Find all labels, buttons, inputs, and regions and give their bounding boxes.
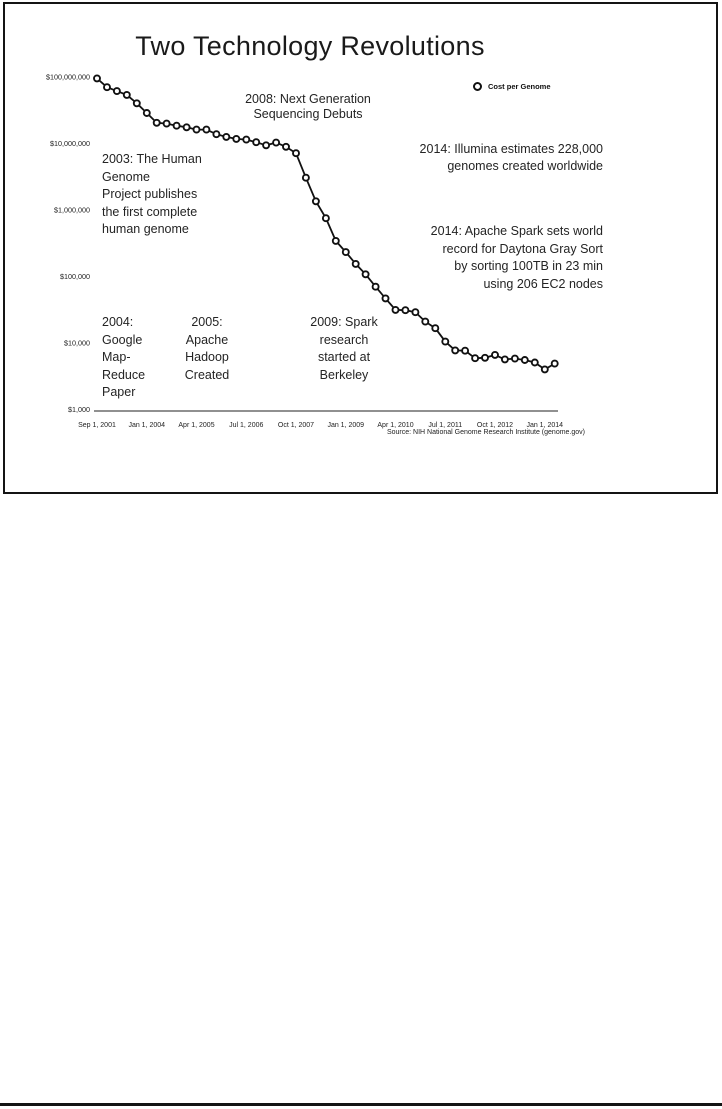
y-tick-label: $1,000,000 <box>54 206 90 215</box>
y-tick-label: $1,000 <box>68 405 90 414</box>
data-point-marker <box>520 356 529 364</box>
x-tick-label: Apr 1, 2010 <box>377 422 413 429</box>
data-point-marker <box>222 132 231 141</box>
x-tick-label: Oct 1, 2012 <box>477 422 513 429</box>
data-point-marker <box>481 353 489 362</box>
y-tick-label: $10,000 <box>64 339 90 348</box>
x-tick-label: Apr 1, 2005 <box>178 422 214 429</box>
y-tick-label: $100,000 <box>60 272 90 281</box>
data-point-marker <box>172 121 181 130</box>
data-point-marker <box>122 90 131 99</box>
data-point-marker <box>401 306 410 315</box>
x-tick-label: Jan 1, 2009 <box>327 422 364 429</box>
data-point-marker <box>282 142 290 151</box>
data-point-marker <box>540 365 549 374</box>
data-point-marker <box>242 135 251 144</box>
data-point-marker <box>391 305 400 314</box>
data-point-marker <box>351 259 360 268</box>
annotation-2008-ngs: 2008: Next Generation Sequencing Debuts <box>245 92 371 121</box>
data-point-marker <box>132 99 141 108</box>
data-point-marker <box>500 355 509 364</box>
annotation-2014-spark-record: 2014: Apache Spark sets world record for… <box>430 224 603 291</box>
genome-cost-plot: $100,000,000 $10,000,000 $1,000,000 $100,00… <box>46 73 563 430</box>
annotation-2009-spark: 2009: Spark research started at Berkeley <box>310 315 378 382</box>
y-tick-label: $100,000,000 <box>46 73 90 82</box>
data-point-marker <box>162 119 171 128</box>
data-point-marker <box>152 118 161 127</box>
data-point-marker <box>202 125 211 134</box>
x-tick-label: Jul 1, 2011 <box>428 422 462 429</box>
data-point-marker <box>491 350 499 359</box>
data-point-marker <box>510 354 519 363</box>
cost-per-genome-marker-icon <box>473 82 482 91</box>
x-tick-label: Jan 1, 2014 <box>526 422 563 429</box>
data-point-marker <box>341 248 350 257</box>
annotation-2004-mapreduce: 2004: Google Map- Reduce Paper <box>102 315 146 399</box>
data-point-marker <box>182 123 191 132</box>
data-point-marker <box>361 270 370 279</box>
data-point-marker <box>232 134 241 143</box>
data-point-marker <box>252 138 261 147</box>
x-tick-label: Sep 1, 2001 <box>78 422 116 429</box>
y-tick-label: $10,000,000 <box>50 139 90 148</box>
data-point-marker <box>530 358 539 367</box>
x-tick-label: Jan 1, 2004 <box>128 422 165 429</box>
data-point-marker <box>262 141 271 150</box>
bottom-rule <box>0 1103 722 1106</box>
source-note: Source: NIH National Genome Research Ins… <box>386 429 585 436</box>
data-point-marker <box>371 282 380 291</box>
data-point-marker <box>381 294 390 303</box>
annotation-2005-hadoop: 2005: Apache Hadoop Created <box>184 315 230 382</box>
data-point-marker <box>93 74 101 83</box>
data-point-marker <box>311 197 320 206</box>
data-point-marker <box>411 308 420 317</box>
data-point-marker <box>103 83 111 92</box>
data-point-marker <box>192 125 201 134</box>
x-tick-label: Oct 1, 2007 <box>278 422 314 429</box>
annotation-2014-illumina: 2014: Illumina estimates 228,000 genomes… <box>419 142 603 173</box>
data-point-marker <box>421 317 430 326</box>
data-point-marker <box>142 109 151 117</box>
data-point-marker <box>461 346 470 355</box>
data-point-marker <box>212 130 221 139</box>
data-point-marker <box>112 87 121 96</box>
data-point-marker <box>471 354 480 363</box>
legend-label: Cost per Genome <box>488 82 551 91</box>
legend: Cost per Genome <box>473 82 551 91</box>
data-point-marker <box>301 173 310 182</box>
data-point-marker <box>550 359 559 368</box>
data-point-marker <box>292 149 300 158</box>
data-point-marker <box>321 214 330 223</box>
data-point-marker <box>431 324 440 333</box>
annotation-2003-human-genome: 2003: The Human Genome Project publishes… <box>102 152 202 236</box>
data-point-marker <box>331 236 340 245</box>
data-point-marker <box>451 346 460 355</box>
data-point-marker <box>272 138 281 147</box>
data-point-marker <box>441 337 450 346</box>
x-tick-label: Jul 1, 2006 <box>229 422 263 429</box>
chart-title: Two Technology Revolutions <box>135 31 485 61</box>
slide-frame: Two Technology Revolutions Cost per Geno… <box>3 2 718 494</box>
